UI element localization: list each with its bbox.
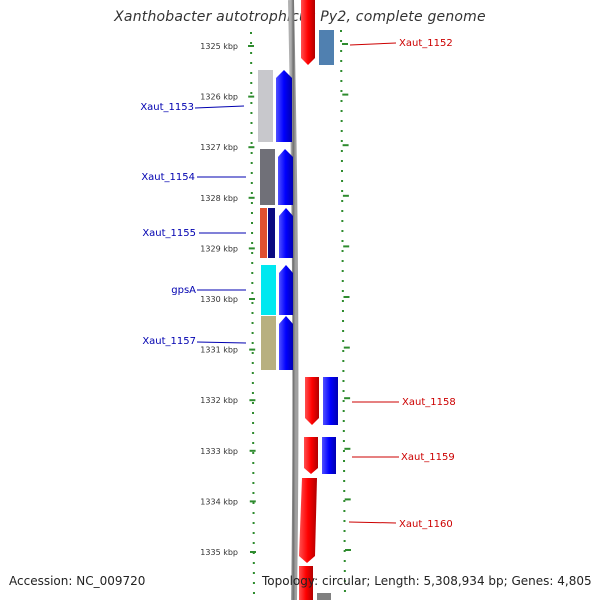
gene-arrow-xaut-1155 [279, 208, 293, 258]
gene-arrow-xaut-1160 [299, 478, 317, 563]
gene-arrow-xaut-1157 [279, 316, 293, 370]
gene-label-xaut-1152: Xaut_1152 [399, 38, 453, 49]
tick-label: 1330 kbp [200, 295, 238, 304]
ticks-right [340, 29, 346, 599]
gene-arrow-xaut-1159 [304, 437, 318, 474]
gene-block-xaut-1157 [261, 316, 276, 370]
tick-label: 1327 kbp [200, 143, 238, 152]
tick-label: 1329 kbp [200, 244, 238, 253]
gene-block-xaut-1155b [268, 208, 275, 258]
gene-label-xaut-1154: Xaut_1154 [141, 172, 195, 183]
tick-label: 1326 kbp [200, 93, 238, 102]
gene-arrow-xaut-1154 [278, 149, 293, 205]
gene-block-xaut-1158 [323, 377, 338, 425]
tick-label: 1331 kbp [200, 346, 238, 355]
gene-arrow-xaut-1152 [301, 0, 315, 65]
genome-title: Xanthobacter autotrophicus Py2, complete… [114, 9, 486, 25]
right-gene-tracks [299, 0, 338, 600]
tick-label: 1333 kbp [200, 447, 238, 456]
gene-arrow-gpsa [279, 265, 293, 315]
gene-block-xaut-1153 [258, 70, 273, 142]
gene-label-xaut-1153: Xaut_1153 [140, 102, 194, 113]
gene-label-xaut-1159: Xaut_1159 [401, 452, 455, 463]
label-leaders [194, 42, 399, 524]
gene-block-partial-grey [317, 593, 331, 600]
tick-label: 1332 kbp [200, 396, 238, 405]
gene-label-xaut-1158: Xaut_1158 [402, 397, 456, 408]
topology-text: Topology: circular; Length: 5,308,934 bp… [262, 574, 592, 588]
gene-block-xaut-1159 [322, 437, 336, 474]
gene-block-gpsa [261, 265, 276, 315]
gene-label-xaut-1157: Xaut_1157 [142, 336, 196, 347]
tick-labels: 1325 kbp 1326 kbp 1327 kbp 1328 kbp 1329 kbp… [200, 42, 351, 557]
gene-arrow-xaut-1153 [276, 70, 292, 142]
gene-label-xaut-1155: Xaut_1155 [142, 228, 196, 239]
gene-arrow-xaut-1158 [305, 377, 319, 425]
ticks-left [250, 31, 255, 599]
gene-label-xaut-1160: Xaut_1160 [399, 519, 453, 530]
tick-label: 1325 kbp [200, 42, 238, 51]
gene-label-gpsa: gpsA [171, 285, 196, 296]
gene-block-xaut-1152 [319, 30, 334, 65]
left-gene-tracks [258, 70, 293, 370]
genome-backbone [288, 0, 299, 600]
gene-block-xaut-1155 [260, 208, 267, 258]
accession-text: Accession: NC_009720 [9, 574, 146, 588]
tick-label: 1334 kbp [200, 497, 238, 506]
tick-label: 1335 kbp [200, 548, 238, 557]
tick-label: 1328 kbp [200, 194, 238, 203]
gene-block-xaut-1154 [260, 149, 275, 205]
gene-block-partial-red [299, 566, 313, 600]
